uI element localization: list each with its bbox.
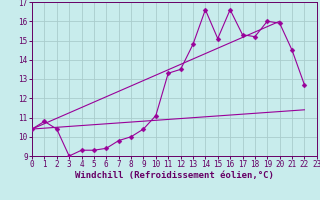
- X-axis label: Windchill (Refroidissement éolien,°C): Windchill (Refroidissement éolien,°C): [75, 171, 274, 180]
